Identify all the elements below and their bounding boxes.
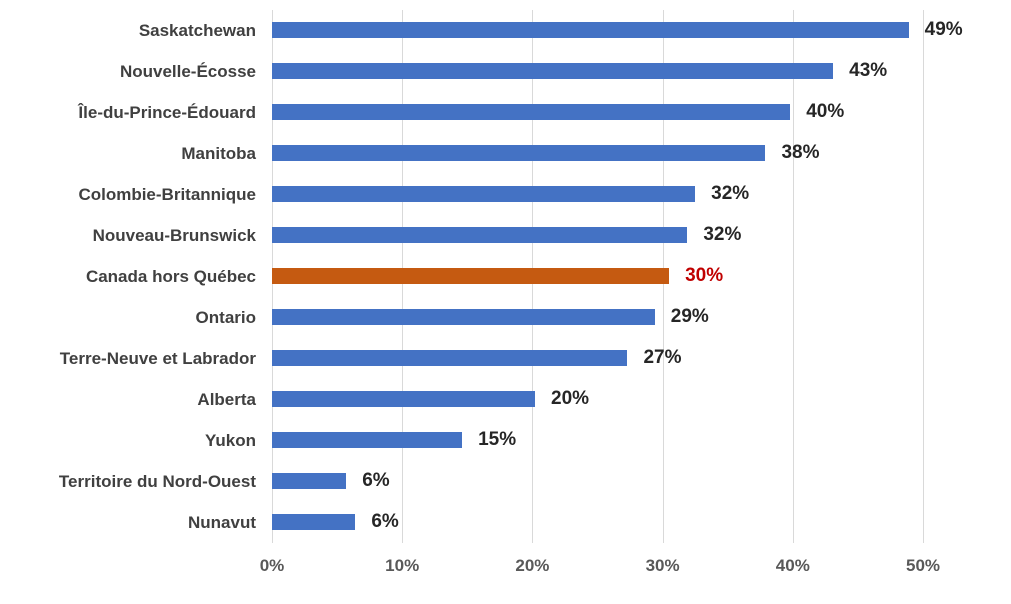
bar — [272, 432, 463, 448]
data-label: 27% — [643, 347, 682, 368]
bar-row: 30% — [272, 256, 987, 297]
x-tick-label: 50% — [905, 556, 941, 575]
data-label: 40% — [806, 101, 845, 122]
data-label: 29% — [670, 306, 709, 327]
bar-row: 6% — [272, 461, 987, 502]
category-label: Manitoba — [181, 144, 256, 163]
category-label: Alberta — [197, 390, 256, 409]
category-label: Nouvelle-Écosse — [119, 62, 256, 81]
category-label: Ontario — [195, 308, 256, 327]
category-label: Nouveau-Brunswick — [92, 226, 256, 245]
category-label: Territoire du Nord-Ouest — [58, 472, 256, 491]
data-label: 49% — [924, 19, 963, 40]
bar-row: 38% — [272, 133, 987, 174]
data-label: 38% — [781, 142, 820, 163]
category-label: Colombie-Britannique — [78, 185, 256, 204]
category-label: Terre-Neuve et Labrador — [59, 349, 256, 368]
category-label: Nunavut — [188, 513, 256, 532]
highlighted-bar — [272, 268, 670, 284]
bar-row: 49% — [272, 10, 987, 51]
x-tick-label: 40% — [775, 556, 810, 575]
bar-row: 32% — [272, 174, 987, 215]
bar — [272, 63, 834, 79]
bar — [272, 145, 766, 161]
bar-row: 29% — [272, 297, 987, 338]
bar — [272, 309, 655, 325]
bar-row: 20% — [272, 379, 987, 420]
bar-row: 6% — [272, 502, 987, 543]
data-label: 30% — [685, 265, 724, 286]
category-label: Saskatchewan — [138, 21, 256, 40]
category-labels: Saskatchewan Nouvelle-Écosse Île-du-Prince… — [0, 10, 256, 543]
data-label: 32% — [703, 224, 742, 245]
data-label: 6% — [362, 470, 390, 491]
bar — [272, 227, 688, 243]
bar — [272, 391, 535, 407]
category-label: Canada hors Québec — [85, 267, 256, 286]
x-tick-label: 0% — [259, 556, 285, 575]
x-tick-label: 20% — [515, 556, 550, 575]
bar — [272, 186, 696, 202]
bar-row: 32% — [272, 215, 987, 256]
data-label: 15% — [478, 429, 517, 450]
data-label: 43% — [849, 60, 888, 81]
bar-row: 15% — [272, 420, 987, 461]
x-tick-label: 30% — [645, 556, 680, 575]
plot-area: 49% 43% 40% 38% 32% 32% 30% 29% 27% 20% 15% 6% 6% — [272, 10, 987, 543]
bar-row: 40% — [272, 92, 987, 133]
gridline — [923, 10, 924, 543]
bar — [272, 473, 347, 489]
data-label: 6% — [371, 511, 399, 532]
data-label: 20% — [551, 388, 590, 409]
data-label: 32% — [711, 183, 750, 204]
bar — [272, 514, 356, 530]
bar — [272, 104, 791, 120]
x-axis: 0% 10% 20% 30% 40% 50% — [260, 556, 987, 586]
category-label: Île-du-Prince-Édouard — [78, 103, 256, 122]
x-tick-label: 10% — [385, 556, 420, 575]
gridline — [792, 10, 794, 543]
bar — [272, 22, 909, 38]
bar-row: 43% — [272, 51, 987, 92]
category-label: Yukon — [204, 431, 256, 450]
bar-row: 27% — [272, 338, 987, 379]
bar — [272, 350, 628, 366]
